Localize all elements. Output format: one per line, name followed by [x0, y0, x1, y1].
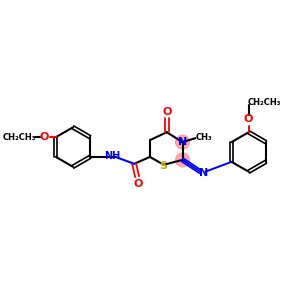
Text: O: O [39, 132, 49, 142]
Text: O: O [134, 178, 143, 189]
Text: S: S [159, 161, 167, 171]
Text: CH₃: CH₃ [196, 133, 213, 142]
Text: O: O [162, 106, 171, 116]
Text: CH₂CH₃: CH₂CH₃ [3, 133, 36, 142]
Text: CH₂CH₃: CH₂CH₃ [248, 98, 281, 107]
Circle shape [176, 153, 189, 167]
Text: N: N [199, 168, 208, 178]
Circle shape [176, 135, 189, 149]
Text: O: O [244, 114, 254, 124]
Text: N: N [178, 137, 187, 147]
Text: NH: NH [104, 151, 121, 161]
